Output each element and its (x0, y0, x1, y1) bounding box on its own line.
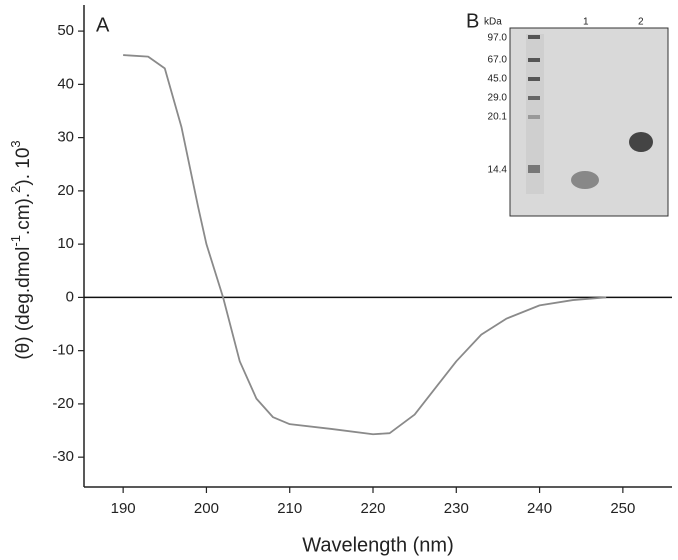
gel-inset (509, 27, 669, 217)
gel-band (528, 77, 540, 81)
x-tick-label: 230 (444, 500, 469, 517)
gel-marker-label: 97.0 (488, 33, 508, 44)
gel-band (528, 165, 540, 173)
gel-band (528, 115, 540, 119)
gel-lane-label: 1 (583, 17, 589, 28)
y-label-part: (θ) (deg.dmol (13, 247, 34, 360)
gel-marker-label: 67.0 (488, 55, 508, 66)
gel-unit: kDa (484, 17, 502, 28)
panel-label: A (96, 14, 110, 36)
y-tick-label: -20 (52, 395, 74, 412)
y-tick-label: 20 (57, 182, 74, 199)
y-label-sup: 2 (8, 186, 23, 193)
gel-lane-label: 2 (638, 17, 644, 28)
x-tick-label: 190 (111, 500, 136, 517)
y-label-part: ). 10 (13, 148, 34, 186)
x-tick-label: 220 (360, 500, 385, 517)
gel-band (571, 171, 599, 189)
x-tick-label: 250 (610, 500, 635, 517)
x-axis-label: Wavelength (nm) (302, 534, 454, 556)
x-tick-label: 240 (527, 500, 552, 517)
gel-band (629, 132, 653, 152)
y-tick-label: 40 (57, 75, 74, 92)
y-tick-label: -10 (52, 342, 74, 359)
y-tick-label: 0 (66, 288, 74, 305)
y-tick-label: -30 (52, 448, 74, 465)
gel-marker-label: 45.0 (488, 74, 508, 85)
gel-marker-label: 14.4 (488, 165, 508, 176)
gel-band (528, 35, 540, 39)
y-tick-label: 30 (57, 129, 74, 146)
y-label-sup: 3 (8, 140, 23, 147)
y-label-sup: -1 (8, 235, 23, 247)
y-label-part: .cm). (13, 193, 34, 235)
gel-band (528, 96, 540, 100)
y-tick-label: 50 (57, 22, 74, 39)
data-line (123, 54, 607, 436)
y-axis-label: (θ) (deg.dmol-1.cm).2). 103 (8, 140, 34, 359)
panel-label: B (466, 10, 479, 32)
gel-lane (526, 34, 544, 194)
gel-band (528, 58, 540, 62)
x-tick-label: 200 (194, 500, 219, 517)
y-tick-label: 10 (57, 235, 74, 252)
gel-marker-label: 20.1 (488, 112, 508, 123)
gel-marker-label: 29.0 (488, 93, 508, 104)
x-tick-label: 210 (277, 500, 302, 517)
